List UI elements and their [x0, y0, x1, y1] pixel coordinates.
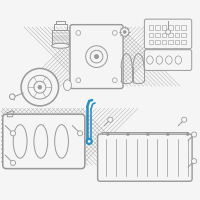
Circle shape: [77, 131, 83, 136]
Bar: [175, 25, 179, 30]
FancyBboxPatch shape: [98, 134, 192, 181]
Bar: [175, 40, 179, 44]
Bar: [181, 25, 186, 30]
Circle shape: [182, 117, 187, 122]
Ellipse shape: [147, 56, 153, 64]
Circle shape: [108, 117, 113, 122]
Circle shape: [28, 75, 52, 99]
Circle shape: [146, 133, 149, 136]
Bar: [181, 33, 186, 37]
Ellipse shape: [13, 125, 27, 158]
Circle shape: [192, 159, 197, 164]
Circle shape: [76, 78, 81, 83]
Circle shape: [86, 46, 107, 67]
Bar: [168, 25, 173, 30]
Ellipse shape: [34, 125, 48, 158]
Circle shape: [107, 133, 109, 136]
Bar: [168, 33, 173, 37]
Bar: [155, 33, 160, 37]
Circle shape: [120, 28, 129, 36]
Bar: [54, 24, 67, 30]
Bar: [52, 30, 69, 46]
Bar: [102, 132, 188, 136]
Circle shape: [76, 31, 81, 35]
FancyBboxPatch shape: [3, 114, 85, 169]
Circle shape: [112, 31, 117, 35]
Circle shape: [95, 55, 99, 59]
Bar: [56, 21, 65, 24]
FancyBboxPatch shape: [144, 50, 192, 70]
Bar: [149, 25, 153, 30]
Circle shape: [186, 133, 189, 136]
Ellipse shape: [166, 56, 172, 64]
Circle shape: [21, 68, 59, 106]
Circle shape: [123, 30, 126, 34]
FancyBboxPatch shape: [70, 25, 123, 89]
Circle shape: [9, 94, 15, 99]
Circle shape: [90, 50, 103, 63]
Bar: [181, 40, 186, 44]
Bar: [162, 40, 166, 44]
Circle shape: [166, 30, 170, 34]
Circle shape: [192, 132, 197, 137]
Circle shape: [112, 78, 117, 83]
FancyBboxPatch shape: [144, 19, 192, 49]
Bar: [162, 25, 166, 30]
Circle shape: [166, 133, 169, 136]
Circle shape: [38, 85, 42, 89]
Circle shape: [10, 131, 16, 136]
Circle shape: [10, 160, 16, 165]
Ellipse shape: [55, 125, 68, 158]
Bar: [149, 40, 153, 44]
Circle shape: [126, 133, 129, 136]
Ellipse shape: [175, 56, 182, 64]
Bar: [175, 33, 179, 37]
Circle shape: [34, 81, 46, 93]
Ellipse shape: [156, 56, 163, 64]
Circle shape: [87, 139, 92, 144]
Bar: [168, 40, 173, 44]
Bar: [149, 33, 153, 37]
Bar: [155, 40, 160, 44]
Bar: [162, 33, 166, 37]
Bar: [155, 25, 160, 30]
Ellipse shape: [64, 80, 71, 91]
Ellipse shape: [52, 43, 69, 48]
